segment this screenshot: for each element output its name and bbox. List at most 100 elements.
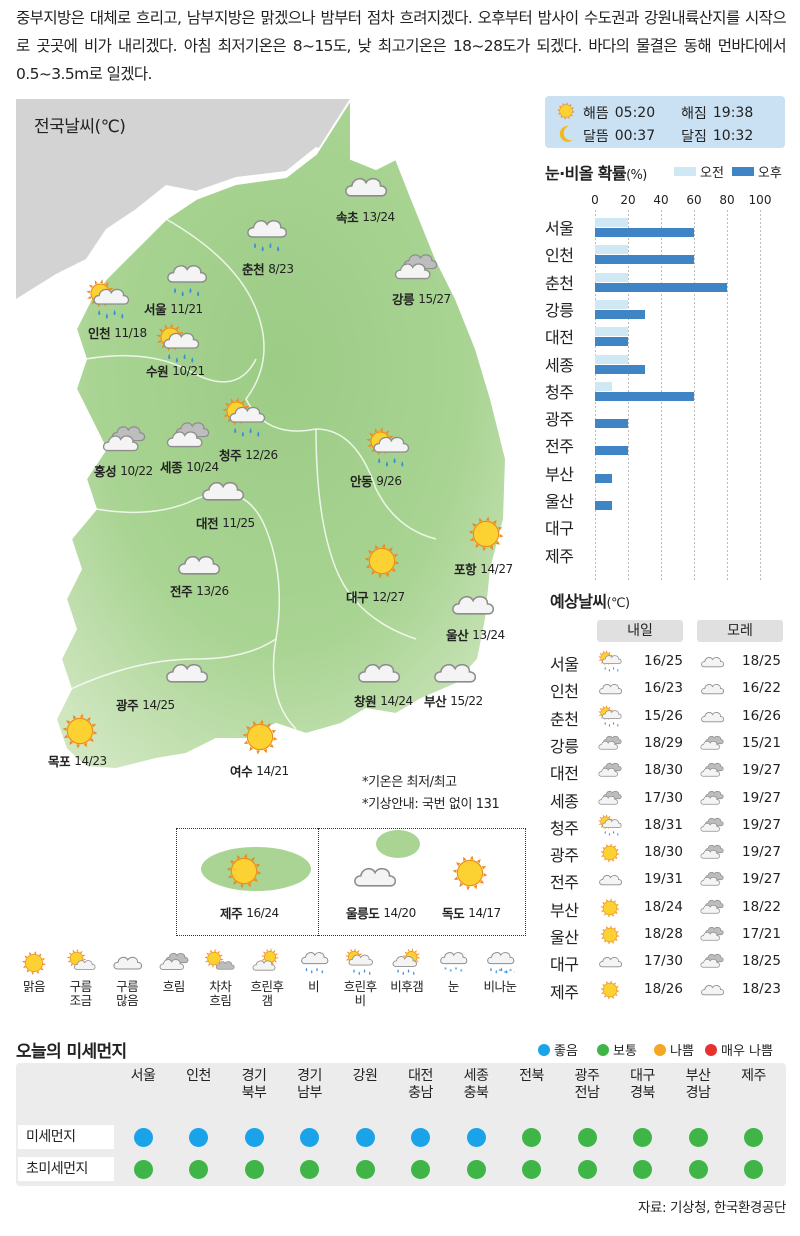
precip-pm-bar: [595, 337, 628, 347]
dust-region: 대구 경북: [630, 1068, 655, 1101]
map-city-label: 청주 12/26: [219, 445, 278, 464]
dust-level-dot: [133, 1159, 153, 1179]
map-city-label: 서울 11/21: [144, 299, 203, 318]
svg-text:*: *: [499, 968, 502, 975]
forecast-tomorrow-temp: 18/28: [644, 926, 683, 942]
dust-region: 광주 전남: [574, 1068, 600, 1101]
legend-item: 흐림: [154, 948, 194, 994]
sunrise-time: 05:20: [614, 105, 656, 121]
precip-pm-bar: [595, 228, 694, 237]
rain-icon: [164, 259, 208, 307]
weather-icon-legend: 맑음 구름 조금 구름 많음 흐림 차차 흐림 흐린후 갬 비 흐린후 비 비후갬 * * * * 눈 * *…: [14, 948, 528, 1028]
map-city-name: 울릉도: [346, 906, 380, 921]
dust-level-dot: [688, 1159, 708, 1179]
sunny-icon: [14, 948, 54, 978]
precip-city: 전주: [545, 437, 574, 457]
forecast-row: 전주 19/31 19/27: [550, 866, 790, 892]
map-city-name: 포항: [454, 562, 477, 577]
dust-level-dot: [189, 1127, 208, 1147]
forecast-dayafter-temp: 19/27: [742, 789, 781, 806]
dust-level-dot: [688, 1127, 708, 1147]
map-city-temp: 10/21: [172, 363, 205, 378]
precip-pm-bar: [595, 309, 645, 319]
map-city-temp: 15/27: [418, 291, 451, 306]
forecast-dayafter-temp: 16/22: [742, 680, 781, 697]
map-city-name: 수원: [146, 364, 169, 379]
legend-label: 흐린후 비: [343, 979, 378, 1008]
precip-city: 서울: [545, 219, 574, 238]
map-city-label: 안동 9/26: [350, 471, 402, 490]
legend-item: * * * * 눈: [433, 948, 473, 994]
forecast-city: 춘천: [550, 709, 579, 729]
dust-region: 서울: [130, 1068, 156, 1084]
map-city-name: 춘천: [242, 262, 265, 277]
legend-item: ****비나눈: [480, 948, 520, 994]
overcast-icon: [700, 841, 724, 869]
precip-am-bar: [595, 354, 628, 364]
forecast-row: 대구 17/30 18/25: [550, 948, 790, 974]
sun-rain-icon: [366, 427, 410, 475]
map-city-name: 강릉: [392, 292, 415, 307]
cloudy-icon: [432, 651, 477, 699]
dust-region: 인천: [186, 1068, 211, 1084]
map-city-label: 울산 13/24: [446, 625, 505, 644]
map-city-temp: 14/23: [74, 753, 107, 768]
map-city-temp: 14/25: [142, 697, 175, 712]
rain-then-clear-icon: [387, 948, 427, 978]
map-city-label: 대전 11/25: [196, 513, 255, 532]
temp-note: *기온은 최저/최고: [362, 775, 457, 790]
sunny-icon: [598, 978, 622, 1006]
map-city-temp: 13/26: [196, 583, 229, 598]
map-city-name: 대전: [196, 516, 219, 531]
precip-am-bar: [595, 245, 628, 255]
dust-row-label: 미세먼지: [18, 1125, 114, 1149]
cloudy-icon: [450, 583, 495, 631]
precip-row: 울산: [545, 487, 785, 513]
precip-am-bar: [595, 272, 628, 282]
precip-row: 인천: [545, 241, 785, 267]
map-city-label: 포항 14/27: [454, 559, 513, 578]
forecast-city: 울산: [550, 928, 579, 947]
map-city-temp: 14/21: [256, 763, 289, 778]
forecast-row: 강릉 18/29 15/21: [550, 730, 790, 756]
map-city-name: 속초: [336, 210, 359, 225]
precip-pm-bar: [595, 501, 612, 510]
source-credit: 자료: 기상청, 한국환경공단: [637, 1200, 786, 1216]
legend-label: 흐림: [162, 979, 186, 994]
dust-row-label: 초미세먼지: [18, 1157, 114, 1181]
forecast-tomorrow-temp: 18/30: [644, 762, 683, 779]
dust-region: 세종 충북: [463, 1068, 489, 1101]
forecast-city: 부산: [550, 900, 579, 920]
map-city-temp: 13/24: [362, 209, 395, 224]
sunny-icon: [448, 851, 492, 899]
overcast-icon: [598, 787, 622, 815]
precip-pm-bar: [595, 282, 727, 292]
map-city-name: 인천: [88, 326, 111, 341]
sunset-label: 해짐: [681, 106, 707, 122]
forecast-dayafter-temp: 15/21: [742, 734, 781, 751]
sunny-icon: [598, 841, 622, 869]
sunny-icon: [598, 923, 622, 951]
cloudy-then-rain-icon: [340, 948, 380, 978]
legend-item: 흐린후 갬: [247, 948, 287, 1008]
rain-or-snow-icon: ****: [480, 948, 520, 978]
cloudy-icon: [200, 469, 245, 517]
map-city-label: 목포 14/23: [48, 751, 107, 770]
sunny-icon: [598, 896, 622, 924]
forecast-dayafter-temp: 16/26: [742, 707, 781, 724]
precip-row: 세종: [545, 351, 785, 377]
forecast-tomorrow-temp: 18/30: [644, 844, 683, 861]
clearing-icon: [247, 948, 287, 978]
sunny-icon: [238, 715, 282, 763]
precip-city: 부산: [545, 464, 574, 484]
map-city-name: 광주: [116, 698, 139, 713]
forecast-city: 강릉: [550, 736, 579, 756]
forecast-dayafter-temp: 19/27: [742, 871, 781, 888]
dust-level-dot: [633, 1159, 652, 1179]
legend-item: 구름 많음: [107, 948, 147, 1008]
overcast-icon: [166, 415, 210, 463]
cloudy-icon: [700, 677, 725, 705]
legend-label: 비나눈: [483, 979, 517, 994]
cloudy-icon: [700, 705, 725, 733]
sunrise-label: 해뜸: [583, 106, 609, 122]
